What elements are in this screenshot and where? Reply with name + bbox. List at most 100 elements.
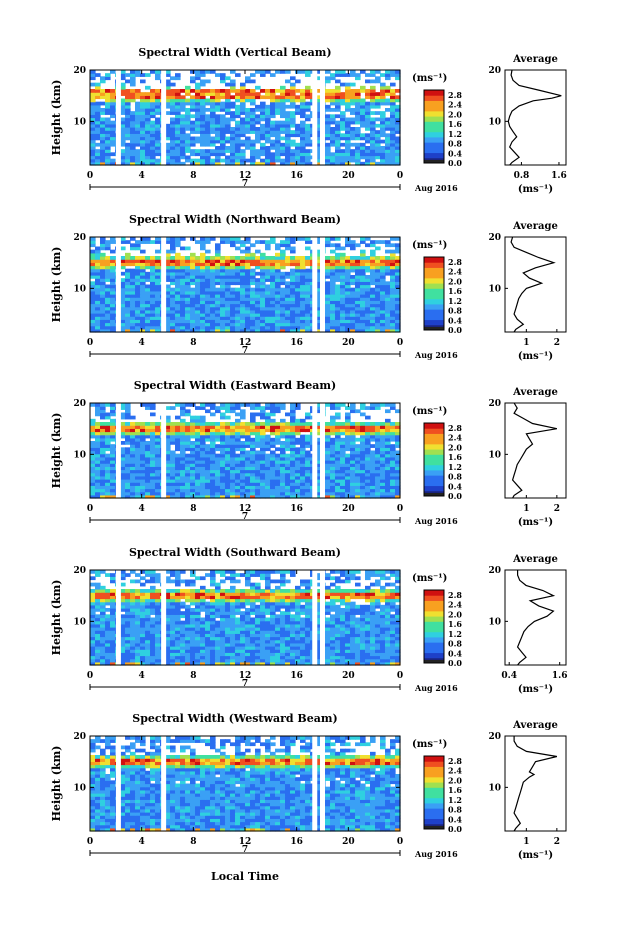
colorbar: (ms⁻¹) 0.00.40.81.21.62.02.42.8 bbox=[412, 73, 462, 168]
colorbar-tick-label: 1.2 bbox=[448, 129, 462, 139]
colorbar-segment bbox=[424, 616, 444, 622]
colorbar-tick-label: 2.4 bbox=[448, 100, 462, 110]
average-title: Average bbox=[512, 54, 558, 65]
colorbar-tick-label: 2.4 bbox=[448, 433, 462, 443]
colorbar-tick-label: 2.4 bbox=[448, 267, 462, 277]
y-axis-label: Height (km) bbox=[50, 247, 63, 323]
average-frame bbox=[504, 402, 567, 499]
avg-x-tick-label: 2 bbox=[554, 837, 560, 847]
x-tick-label: 20 bbox=[342, 171, 355, 181]
chart-title: Spectral Width (Vertical Beam) bbox=[138, 46, 331, 59]
colorbar-segment bbox=[424, 303, 444, 310]
avg-x-label: (ms⁻¹) bbox=[518, 517, 553, 528]
avg-x-tick-label: 2 bbox=[554, 504, 560, 514]
colorbar-tick-label: 0.0 bbox=[448, 491, 462, 501]
data-gap bbox=[312, 403, 318, 498]
colorbar-segment bbox=[424, 90, 444, 96]
colorbar-segment bbox=[424, 142, 444, 148]
y-tick-label: 20 bbox=[73, 399, 86, 409]
colorbar-tick-label: 1.2 bbox=[448, 629, 462, 639]
colorbar-segment bbox=[424, 116, 444, 122]
colorbar-segment bbox=[424, 787, 444, 793]
colorbar-tick-label: 1.2 bbox=[448, 795, 462, 805]
chart-title: Spectral Width (Eastward Beam) bbox=[134, 379, 336, 392]
y-tick-label: 10 bbox=[73, 450, 86, 460]
date-label: Aug 2016 bbox=[414, 516, 458, 526]
data-gap bbox=[312, 736, 318, 831]
colorbar-segment bbox=[424, 595, 444, 601]
x-tick-label: 4 bbox=[139, 671, 145, 681]
average-line bbox=[511, 402, 558, 499]
y-axis-label: Height (km) bbox=[50, 80, 63, 156]
colorbar-segment bbox=[424, 792, 444, 799]
y-tick-label: 10 bbox=[73, 783, 86, 793]
x-tick-label: 8 bbox=[190, 837, 196, 847]
average-line bbox=[516, 570, 556, 666]
heatmap-field bbox=[90, 570, 401, 666]
colorbar-segment bbox=[424, 433, 444, 440]
colorbar-segment bbox=[424, 449, 444, 455]
x-tick-label: 20 bbox=[342, 837, 355, 847]
x-tick-label: 4 bbox=[139, 504, 145, 514]
colorbar-segment bbox=[424, 443, 444, 450]
avg-y-tick-label: 20 bbox=[488, 732, 501, 742]
average-profile: Average 10 20 0.8 1.6 (ms⁻¹) bbox=[488, 54, 566, 195]
y-axis-label: Height (km) bbox=[50, 580, 63, 656]
data-gap bbox=[115, 736, 121, 831]
colorbar-tick-label: 1.6 bbox=[448, 619, 462, 629]
data-gap bbox=[161, 403, 167, 498]
colorbar-segment bbox=[424, 454, 444, 460]
avg-x-label: (ms⁻¹) bbox=[518, 684, 553, 695]
x-tick-label: 16 bbox=[290, 338, 303, 348]
colorbar-tick-label: 0.4 bbox=[448, 481, 462, 491]
colorbar-tick-label: 2.8 bbox=[448, 90, 462, 100]
average-frame bbox=[504, 236, 567, 333]
x-tick-label: 0 bbox=[397, 171, 403, 181]
colorbar-segment bbox=[424, 267, 444, 274]
colorbar-tick-label: 0.8 bbox=[448, 306, 462, 316]
x-tick-label: 12 bbox=[239, 504, 252, 514]
data-gap bbox=[115, 570, 121, 665]
average-profile: Average 10 20 1 2(ms⁻¹) bbox=[488, 221, 567, 362]
data-gap bbox=[161, 70, 167, 165]
average-profile: Average 10 20 0.4 1.6 (ms⁻¹) bbox=[488, 554, 567, 695]
date-label: Aug 2016 bbox=[414, 183, 458, 193]
colorbar-tick-label: 0.8 bbox=[448, 639, 462, 649]
colorbar-segment bbox=[424, 95, 444, 101]
colorbar-segment bbox=[424, 293, 444, 300]
colorbar-segment bbox=[424, 277, 444, 284]
colorbar-segment bbox=[424, 590, 444, 596]
colorbar-segment bbox=[424, 423, 444, 429]
day-marker: 7 bbox=[242, 346, 248, 356]
colorbar-segment bbox=[424, 110, 444, 117]
avg-y-tick-label: 10 bbox=[488, 284, 501, 294]
colorbar-segment bbox=[424, 652, 444, 659]
colorbar-segment bbox=[424, 826, 444, 829]
colorbar-tick-label: 1.2 bbox=[448, 462, 462, 472]
colorbar-segment bbox=[424, 631, 444, 638]
x-tick-label: 0 bbox=[87, 338, 93, 348]
avg-y-tick-label: 20 bbox=[488, 233, 501, 243]
avg-x-tick-label: 1 bbox=[523, 504, 529, 514]
colorbar-tick-label: 2.0 bbox=[448, 775, 462, 785]
colorbar-segment bbox=[424, 600, 444, 607]
y-tick-label: 20 bbox=[73, 233, 86, 243]
x-tick-label: 4 bbox=[139, 837, 145, 847]
avg-y-tick-label: 10 bbox=[488, 617, 501, 627]
colorbar-tick-label: 1.6 bbox=[448, 452, 462, 462]
colorbar-tick-label: 2.8 bbox=[448, 257, 462, 267]
x-tick-label: 20 bbox=[342, 338, 355, 348]
heatmap-field bbox=[90, 237, 401, 333]
colorbar-segment bbox=[424, 626, 444, 633]
heatmap-field bbox=[90, 70, 401, 166]
x-tick-label: 0 bbox=[87, 671, 93, 681]
data-gap bbox=[115, 403, 121, 498]
colorbar-tick-label: 0.4 bbox=[448, 148, 462, 158]
colorbar-unit: (ms⁻¹) bbox=[412, 406, 447, 417]
colorbar-tick-label: 1.2 bbox=[448, 296, 462, 306]
colorbar: (ms⁻¹) 0.00.40.81.21.62.02.42.8 bbox=[412, 739, 462, 834]
x-tick-label: 0 bbox=[397, 338, 403, 348]
x-tick-label: 16 bbox=[290, 671, 303, 681]
avg-x-tick-label: 1.6 bbox=[552, 671, 568, 681]
